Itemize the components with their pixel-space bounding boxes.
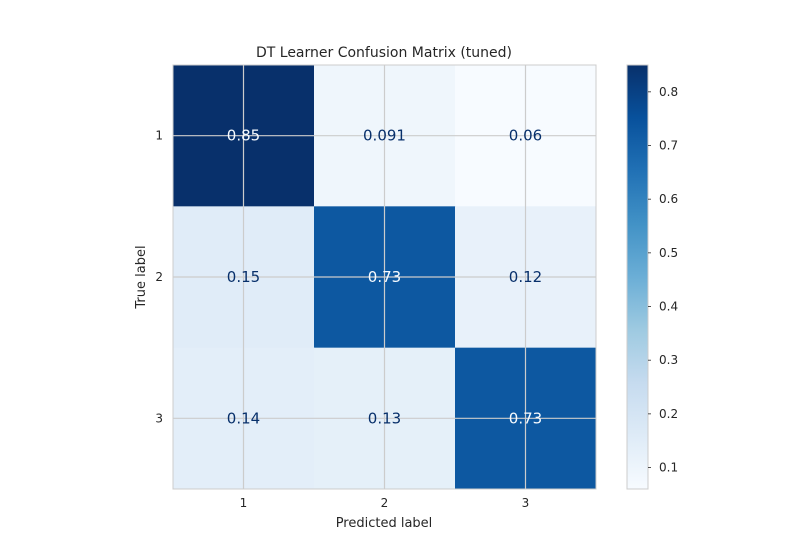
colorbar-tick-label: 0.4 xyxy=(659,300,678,314)
y-tick-labels: 1 2 3 xyxy=(155,129,163,426)
colorbar-tick-label: 0.1 xyxy=(659,461,678,475)
colorbar-tick-label: 0.2 xyxy=(659,407,678,421)
colorbar-tick-label: 0.3 xyxy=(659,353,678,367)
cell-value-label: 0.13 xyxy=(368,409,401,427)
cell-value-label: 0.73 xyxy=(509,409,542,427)
cell-value-label: 0.12 xyxy=(509,268,542,286)
colorbar-tick-labels: 0.1 0.2 0.3 0.4 0.5 0.6 0.7 0.8 xyxy=(648,85,678,475)
x-axis-label: Predicted label xyxy=(336,516,433,531)
y-axis-label: True label xyxy=(134,245,149,309)
cell-value-label: 0.73 xyxy=(368,268,401,286)
x-tick-labels: 1 2 3 xyxy=(240,496,530,510)
y-tick-label: 2 xyxy=(155,270,163,284)
x-tick-label: 2 xyxy=(381,496,389,510)
colorbar-tick-label: 0.5 xyxy=(659,246,678,260)
x-tick-label: 1 xyxy=(240,496,248,510)
plot-frame xyxy=(172,64,597,490)
colorbar xyxy=(626,64,649,490)
x-tick-label: 3 xyxy=(522,496,530,510)
cell-value-label: 0.091 xyxy=(363,127,406,145)
y-tick-label: 3 xyxy=(155,411,163,425)
grid-lines xyxy=(173,65,596,489)
cell-value-label: 0.85 xyxy=(227,127,260,145)
chart-title: DT Learner Confusion Matrix (tuned) xyxy=(256,45,512,61)
cell-value-label: 0.14 xyxy=(227,409,260,427)
colorbar-tick-label: 0.8 xyxy=(659,85,678,99)
cell-value-label: 0.06 xyxy=(509,127,542,145)
y-tick-label: 1 xyxy=(155,129,163,143)
colorbar-tick-label: 0.7 xyxy=(659,139,678,153)
cell-value-labels: 0.85 0.091 0.06 0.15 0.73 0.12 0.14 0.13 0.73 xyxy=(227,127,542,428)
colorbar-tick-label: 0.6 xyxy=(659,192,678,206)
cell-value-label: 0.15 xyxy=(227,268,260,286)
